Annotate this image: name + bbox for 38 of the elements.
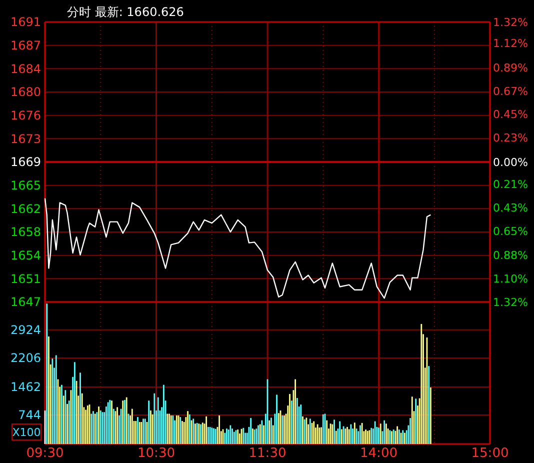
y-tick-label: 1647 bbox=[10, 295, 41, 310]
y-tick-label: 2924 bbox=[10, 323, 41, 338]
y-tick-label: 1680 bbox=[10, 85, 41, 100]
y-tick-label: 1654 bbox=[10, 248, 41, 263]
y-tick-label: 1651 bbox=[10, 272, 41, 286]
y-tick-label: 1673 bbox=[10, 132, 41, 146]
y2-tick-label: 0.45% bbox=[493, 108, 528, 122]
y-tick-label: 1687 bbox=[10, 38, 41, 53]
y2-tick-label: 0.00% bbox=[493, 156, 528, 169]
y2-tick-label: 1.32% bbox=[493, 296, 528, 309]
y2-tick-label: 0.65% bbox=[493, 224, 528, 238]
y-tick-label: 1658 bbox=[10, 225, 41, 240]
y-tick-label: 744 bbox=[18, 408, 41, 422]
y-tick-label: 1665 bbox=[10, 178, 41, 193]
y2-tick-label: 0.88% bbox=[493, 249, 528, 262]
y-tick-label: 1676 bbox=[10, 108, 41, 123]
y2-tick-label: 0.89% bbox=[493, 61, 528, 74]
y-tick-label: 1684 bbox=[10, 62, 41, 76]
y2-tick-label: 1.12% bbox=[493, 37, 528, 50]
y-axis-title: X100 bbox=[12, 426, 41, 439]
chart-title: 分时 最新: 1660.626 bbox=[67, 5, 184, 19]
y-tick-label: 1662 bbox=[10, 202, 41, 216]
x-tick-label: 10:30 bbox=[138, 446, 175, 461]
y-tick-label: 1669 bbox=[10, 155, 41, 170]
y2-tick-label: 0.23% bbox=[493, 131, 528, 144]
y-tick-label: 1691 bbox=[10, 15, 41, 30]
x-tick-label: 15:00 bbox=[471, 446, 509, 461]
y2-tick-label: 0.43% bbox=[493, 201, 528, 214]
y2-tick-label: 0.21% bbox=[493, 178, 528, 192]
y2-tick-label: 0.67% bbox=[493, 84, 528, 98]
line-series bbox=[44, 198, 432, 299]
y-tick-label: 1462 bbox=[10, 380, 41, 394]
y2-tick-label: 1.10% bbox=[493, 272, 528, 286]
x-tick-label: 09:30 bbox=[26, 446, 64, 461]
x-tick-label: 11:30 bbox=[248, 446, 286, 461]
y2-tick-label: 1.32% bbox=[493, 16, 528, 29]
x-tick-label: 14:00 bbox=[360, 446, 398, 461]
y-tick-label: 2206 bbox=[10, 351, 41, 366]
